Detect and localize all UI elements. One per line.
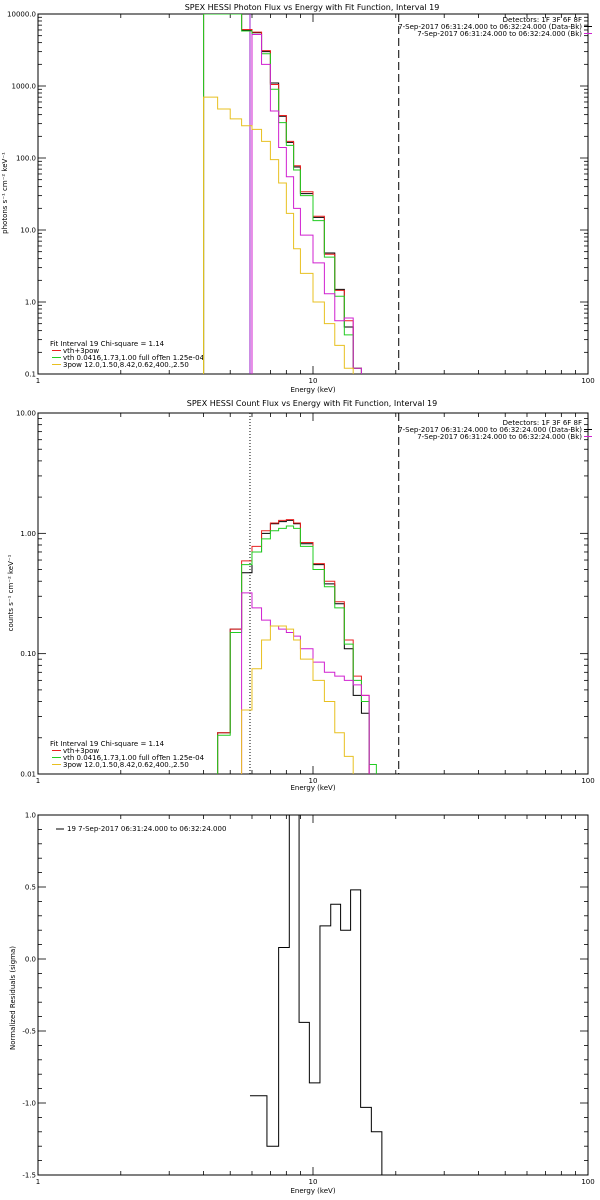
count-y-axis-label: counts s⁻¹ cm⁻² keV⁻¹ — [7, 554, 15, 631]
photon-right-text-2: 7-Sep-2017 06:31:24.000 to 06:32:24.000 … — [417, 30, 582, 38]
photon-series-2 — [203, 14, 362, 374]
count-x-tick-label: 100 — [581, 777, 594, 785]
count-series-2 — [217, 525, 377, 774]
residuals-y-axis-label: Normalized Residuals (sigma) — [9, 946, 17, 1050]
photon-flux-panel: SPEX HESSI Photon Flux vs Energy with Fi… — [1, 3, 595, 394]
count-y-tick-label: 1.00 — [20, 530, 36, 538]
residuals-plot-frame — [37, 814, 589, 1176]
count-x-tick-label: 1 — [36, 777, 40, 785]
photon-y-tick-label: 10.0 — [20, 227, 36, 235]
photon-y-axis-label: photons s⁻¹ cm⁻² keV⁻¹ — [1, 152, 9, 234]
residuals-x-tick-label: 1 — [36, 1178, 40, 1186]
residuals-series-0 — [249, 815, 401, 1175]
count-series-4 — [241, 625, 354, 774]
residuals-y-tick-label: 0.0 — [25, 956, 36, 964]
count-plot-frame — [37, 412, 589, 775]
residuals-panel: Energy (keV) Normalized Residuals (sigma… — [9, 812, 595, 1196]
count-y-tick-label: 0.01 — [20, 771, 36, 779]
count-series-0 — [217, 519, 370, 774]
photon-right-text-0: Detectors: 1F 3F 6F 8F — [503, 16, 582, 24]
photon-fit-text-0: Fit Interval 19 Chi-square = 1.14 — [50, 340, 165, 348]
count-fit-text-0: Fit Interval 19 Chi-square = 1.14 — [50, 740, 165, 748]
residuals-x-tick-label: 100 — [581, 1178, 594, 1186]
photon-y-tick-label: 100.0 — [16, 155, 36, 163]
count-fit-text-1: vth+3pow — [63, 747, 99, 755]
count-panel-title: SPEX HESSI Count Flux vs Energy with Fit… — [187, 399, 438, 408]
count-right-text-1: 7-Sep-2017 06:31:24.000 to 06:32:24.000 … — [398, 426, 582, 434]
photon-y-tick-label: 10000.0 — [7, 11, 36, 19]
photon-panel-title: SPEX HESSI Photon Flux vs Energy with Fi… — [185, 3, 440, 12]
photon-series-4 — [203, 96, 354, 374]
photon-y-tick-label: 0.1 — [25, 371, 36, 379]
residuals-y-tick-label: 1.0 — [25, 812, 36, 820]
residuals-y-tick-label: -1.5 — [22, 1172, 36, 1180]
photon-right-text-1: 7-Sep-2017 06:31:24.000 to 06:32:24.000 … — [398, 23, 582, 31]
count-y-tick-label: 10.00 — [16, 410, 36, 418]
photon-x-tick-label: 10 — [309, 377, 318, 385]
photon-x-axis-label: Energy (keV) — [290, 386, 335, 394]
photon-x-tick-label: 1 — [36, 377, 40, 385]
photon-series-1 — [203, 14, 362, 374]
photon-series-3 — [251, 33, 362, 374]
residuals-legend-text: 19 7-Sep-2017 06:31:24.000 to 06:32:24.0… — [67, 825, 226, 833]
photon-y-tick-label: 1.0 — [25, 299, 36, 307]
photon-x-tick-label: 100 — [581, 377, 594, 385]
count-right-text-0: Detectors: 1F 3F 6F 8F — [503, 419, 582, 427]
count-series-1 — [217, 519, 370, 774]
count-right-text-2: 7-Sep-2017 06:31:24.000 to 06:32:24.000 … — [417, 433, 582, 441]
residuals-y-tick-label: 0.5 — [25, 884, 36, 892]
residuals-x-tick-label: 10 — [309, 1178, 318, 1186]
count-flux-panel: SPEX HESSI Count Flux vs Energy with Fit… — [7, 399, 595, 792]
photon-fit-text-3: 3pow 12.0,1.50,8.42,0.62,400.,2.50 — [63, 361, 189, 369]
count-x-tick-label: 10 — [309, 777, 318, 785]
count-x-axis-label: Energy (keV) — [290, 784, 335, 792]
count-fit-text-3: 3pow 12.0,1.50,8.42,0.62,400.,2.50 — [63, 761, 189, 769]
count-fit-text-2: vth 0.0416,1.73,1.00 full ofTen 1.25e-04 — [63, 754, 205, 762]
residuals-y-tick-label: -1.0 — [22, 1100, 36, 1108]
count-series-3 — [241, 592, 370, 774]
photon-fit-text-2: vth 0.0416,1.73,1.00 full ofTen 1.25e-04 — [63, 354, 205, 362]
count-y-tick-label: 0.10 — [20, 650, 36, 658]
photon-fit-text-1: vth+3pow — [63, 347, 99, 355]
photon-series-0 — [203, 14, 362, 374]
residuals-y-tick-label: -0.5 — [22, 1028, 36, 1036]
residuals-x-axis-label: Energy (keV) — [290, 1187, 335, 1195]
photon-y-tick-label: 1000.0 — [12, 83, 37, 91]
